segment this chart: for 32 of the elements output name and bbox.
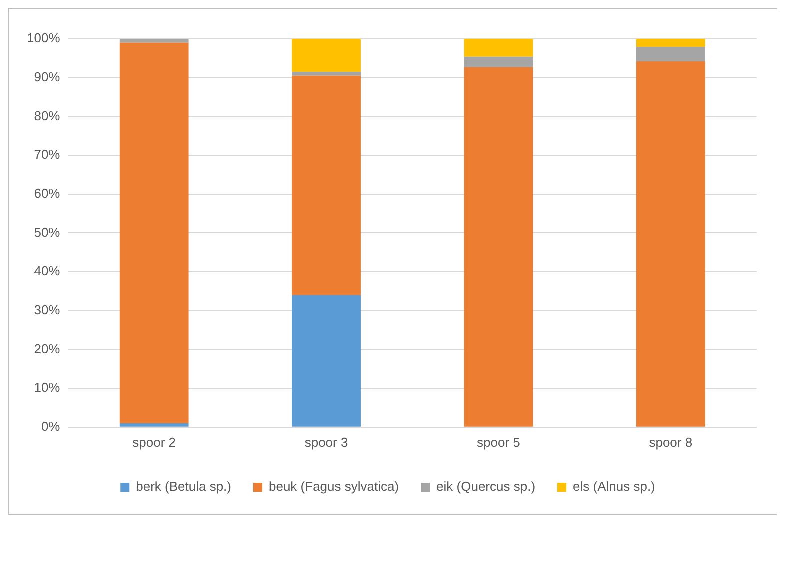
y-tick-label: 80% (34, 108, 61, 124)
y-tick-label: 0% (41, 418, 61, 434)
bar (636, 62, 706, 427)
x-tick-label: spoor 3 (304, 434, 348, 450)
bar (292, 76, 361, 296)
bar (292, 295, 361, 427)
y-tick-label: 40% (34, 264, 61, 279)
bar (464, 56, 534, 68)
y-tick-label: 70% (34, 147, 61, 162)
x-tick-label: spoor 2 (132, 434, 176, 450)
y-tick-label: 30% (34, 302, 61, 318)
x-tick-label: spoor 8 (649, 434, 693, 450)
bar (464, 67, 534, 427)
bar (636, 39, 706, 48)
legend-label: berk (Betula sp.) (136, 479, 232, 494)
bar (120, 42, 189, 424)
legend-label: eik (Quercus sp.) (436, 479, 536, 494)
legend-label: beuk (Fagus sylvatica) (268, 479, 400, 494)
y-tick-label: 90% (34, 69, 61, 84)
y-tick-label: 60% (34, 186, 61, 201)
y-tick-label: 20% (34, 341, 61, 356)
y-tick-label: 50% (34, 224, 61, 240)
bar (636, 47, 706, 62)
bar (292, 72, 361, 76)
bar (464, 39, 534, 57)
y-tick-label: 100% (27, 30, 61, 46)
bar (120, 424, 189, 427)
bar (292, 39, 361, 72)
legend-label: els (Alnus sp.) (573, 479, 656, 494)
x-tick-label: spoor 5 (477, 434, 520, 450)
y-tick-label: 10% (34, 380, 61, 396)
bar (120, 39, 189, 43)
